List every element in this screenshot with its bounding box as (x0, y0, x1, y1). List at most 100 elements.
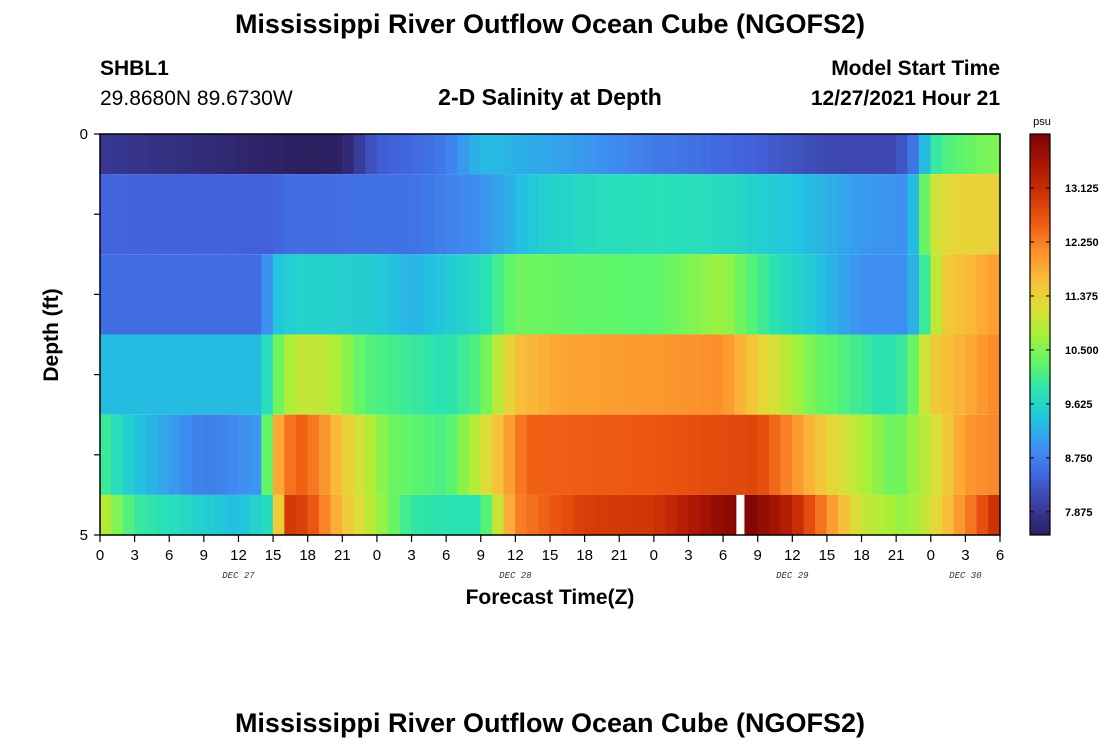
heatmap-cell (561, 414, 574, 495)
heatmap-cell (307, 134, 320, 175)
heatmap-cell (792, 414, 805, 495)
heatmap-cell (884, 174, 897, 255)
heatmap-cell (976, 134, 989, 175)
heatmap-cell (988, 414, 1001, 495)
heatmap-cell (215, 254, 228, 335)
x-tick-label: 15 (542, 547, 559, 564)
heatmap-cell (215, 174, 228, 255)
heatmap-cell (295, 334, 308, 415)
x-tick-label: 3 (961, 547, 969, 564)
heatmap-cell (330, 334, 343, 415)
heatmap-cell (699, 254, 712, 335)
heatmap-cell (342, 494, 355, 535)
heatmap-cell (526, 174, 539, 255)
heatmap-cell (665, 134, 678, 175)
heatmap-cell (907, 134, 920, 175)
y-axis-label: Depth (ft) (40, 288, 63, 381)
heatmap-cell (272, 134, 285, 175)
heatmap-cell (99, 254, 112, 335)
x-tick-label: 21 (888, 547, 905, 564)
heatmap-cell (942, 174, 955, 255)
heatmap-cell (676, 254, 689, 335)
heatmap-cell (538, 414, 551, 495)
heatmap-cell (930, 414, 943, 495)
heatmap-cell (907, 254, 920, 335)
heatmap-cell (607, 494, 620, 535)
heatmap-cell (688, 334, 701, 415)
heatmap-cell (353, 134, 366, 175)
heatmap-cell (515, 494, 528, 535)
heatmap-cell (399, 174, 412, 255)
heatmap-cell (192, 254, 205, 335)
heatmap-cell (122, 134, 135, 175)
heatmap-cell (584, 414, 597, 495)
heatmap-cell (168, 254, 182, 335)
heatmap-cell (111, 334, 124, 415)
heatmap-cell (595, 134, 608, 175)
heatmap-cell (515, 254, 528, 335)
x-tick-label: 18 (853, 547, 870, 564)
heatmap-cell (965, 254, 978, 335)
heatmap-cell (365, 414, 378, 495)
heatmap-cell (388, 494, 401, 535)
heatmap-cell (653, 254, 666, 335)
heatmap-cell (192, 334, 205, 415)
heatmap-cell (399, 254, 412, 335)
heatmap-cell (538, 134, 551, 175)
colorbar-tick-label: 9.625 (1065, 399, 1093, 411)
heatmap-cell (480, 414, 493, 495)
heatmap-cell (457, 174, 470, 255)
heatmap-cell (145, 414, 158, 495)
heatmap-cell (757, 134, 770, 175)
heatmap-cell (895, 254, 908, 335)
heatmap-cell (895, 334, 908, 415)
heatmap-cell (342, 254, 355, 335)
heatmap-cell (145, 494, 158, 535)
heatmap-cell (907, 494, 920, 535)
page-title: Mississippi River Outflow Ocean Cube (NG… (234, 9, 866, 39)
x-tick-label: 3 (684, 547, 692, 564)
x-tick-label: 9 (754, 547, 762, 564)
heatmap-cell (849, 334, 862, 415)
heatmap-cell (930, 174, 943, 255)
heatmap-cell (99, 494, 112, 535)
heatmap-cell (203, 254, 216, 335)
heatmap-cell (515, 414, 528, 495)
heatmap-cell (399, 414, 412, 495)
heatmap-cell (365, 134, 378, 175)
heatmap-cell (157, 174, 170, 255)
heatmap-cell (572, 334, 585, 415)
heatmap-cell (249, 254, 262, 335)
heatmap-cell (538, 174, 551, 255)
heatmap-cell (122, 254, 135, 335)
heatmap-cell (699, 174, 712, 255)
heatmap-cell (734, 174, 747, 255)
heatmap-cell (180, 134, 193, 175)
heatmap-cell (884, 494, 897, 535)
heatmap-cell (826, 334, 839, 415)
colorbar-tick-label: 12.250 (1065, 237, 1099, 249)
heatmap-cell (422, 334, 435, 415)
heatmap-cell (757, 414, 770, 495)
heatmap-cell (295, 254, 308, 335)
heatmap-cell (388, 134, 401, 175)
heatmap-cell (180, 254, 193, 335)
heatmap-cell (388, 174, 401, 255)
heatmap-cell (526, 134, 539, 175)
heatmap-cell (722, 334, 735, 415)
heatmap-cell (468, 174, 482, 255)
heatmap-cell (249, 134, 262, 175)
heatmap-cell (699, 414, 712, 495)
heatmap-cell (942, 254, 955, 335)
heatmap-cell (503, 414, 516, 495)
heatmap-cell (584, 254, 597, 335)
heatmap-cell (111, 494, 124, 535)
heatmap-cell (180, 174, 193, 255)
heatmap-cell (872, 414, 885, 495)
heatmap-cell (561, 254, 574, 335)
heatmap-cell (538, 334, 551, 415)
heatmap-cell (918, 494, 932, 535)
x-tick-label: 9 (200, 547, 208, 564)
heatmap-cell (399, 134, 412, 175)
heatmap-cell (745, 494, 758, 535)
